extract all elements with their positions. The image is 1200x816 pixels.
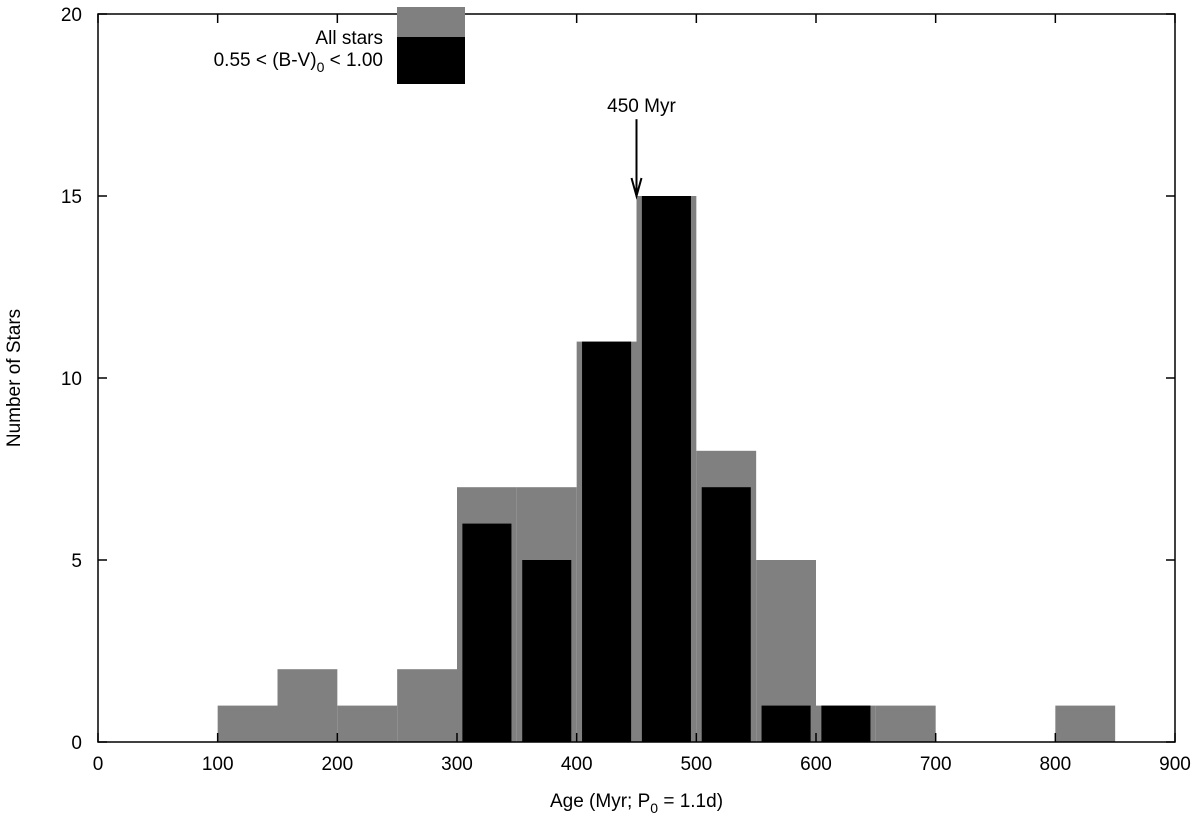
y-tick-label-10: 10 [61,369,82,390]
bar-color-subsample-350 [522,560,572,742]
x-axis-ticks: 0 100 200 300 400 500 600 700 800 900 [93,14,1191,775]
y-tick-label-5: 5 [71,551,82,572]
x-tick-label-400: 400 [561,754,593,775]
bar-color-subsample-300 [462,523,512,742]
legend-label-color-subsample: 0.55 < (B-V)0 < 1.00 [214,50,383,75]
bar-all-stars-200 [337,705,398,742]
bar-color-subsample-550 [761,705,811,742]
x-tick-label-200: 200 [321,754,353,775]
bar-all-stars-150 [277,669,338,742]
y-tick-label-0: 0 [71,733,82,754]
bar-color-subsample-600 [821,705,871,742]
bar-color-subsample-400 [582,341,632,742]
legend: All stars 0.55 < (B-V)0 < 1.00 [214,7,465,84]
annotation-450-myr: 450 Myr [607,96,676,200]
x-axis-title: Age (Myr; P0 = 1.1d) [550,791,723,816]
bar-color-subsample-450 [641,196,691,742]
y-axis-ticks: 0 5 10 15 20 [61,5,1175,754]
x-tick-label-500: 500 [680,754,712,775]
bar-all-stars-650 [875,705,936,742]
bar-all-stars-100 [217,705,278,742]
bar-all-stars-250 [397,669,457,742]
x-tick-label-900: 900 [1159,754,1191,775]
bars-color-subsample [462,196,871,742]
x-tick-label-700: 700 [920,754,952,775]
x-tick-label-800: 800 [1039,754,1071,775]
bar-color-subsample-500 [701,487,751,742]
annotation-label: 450 Myr [607,96,676,117]
y-tick-label-15: 15 [61,187,82,208]
y-tick-label-20: 20 [61,5,82,26]
x-tick-label-0: 0 [93,754,104,775]
annotation-arrow-head [630,177,643,200]
y-axis-title: Number of Stars [4,309,25,447]
legend-swatch-color-subsample [397,37,465,84]
legend-swatch-all-stars [397,7,465,37]
x-tick-label-600: 600 [800,754,832,775]
legend-label-all-stars: All stars [315,28,383,49]
x-tick-label-300: 300 [441,754,473,775]
bar-all-stars-800 [1055,705,1116,742]
x-tick-label-100: 100 [202,754,234,775]
